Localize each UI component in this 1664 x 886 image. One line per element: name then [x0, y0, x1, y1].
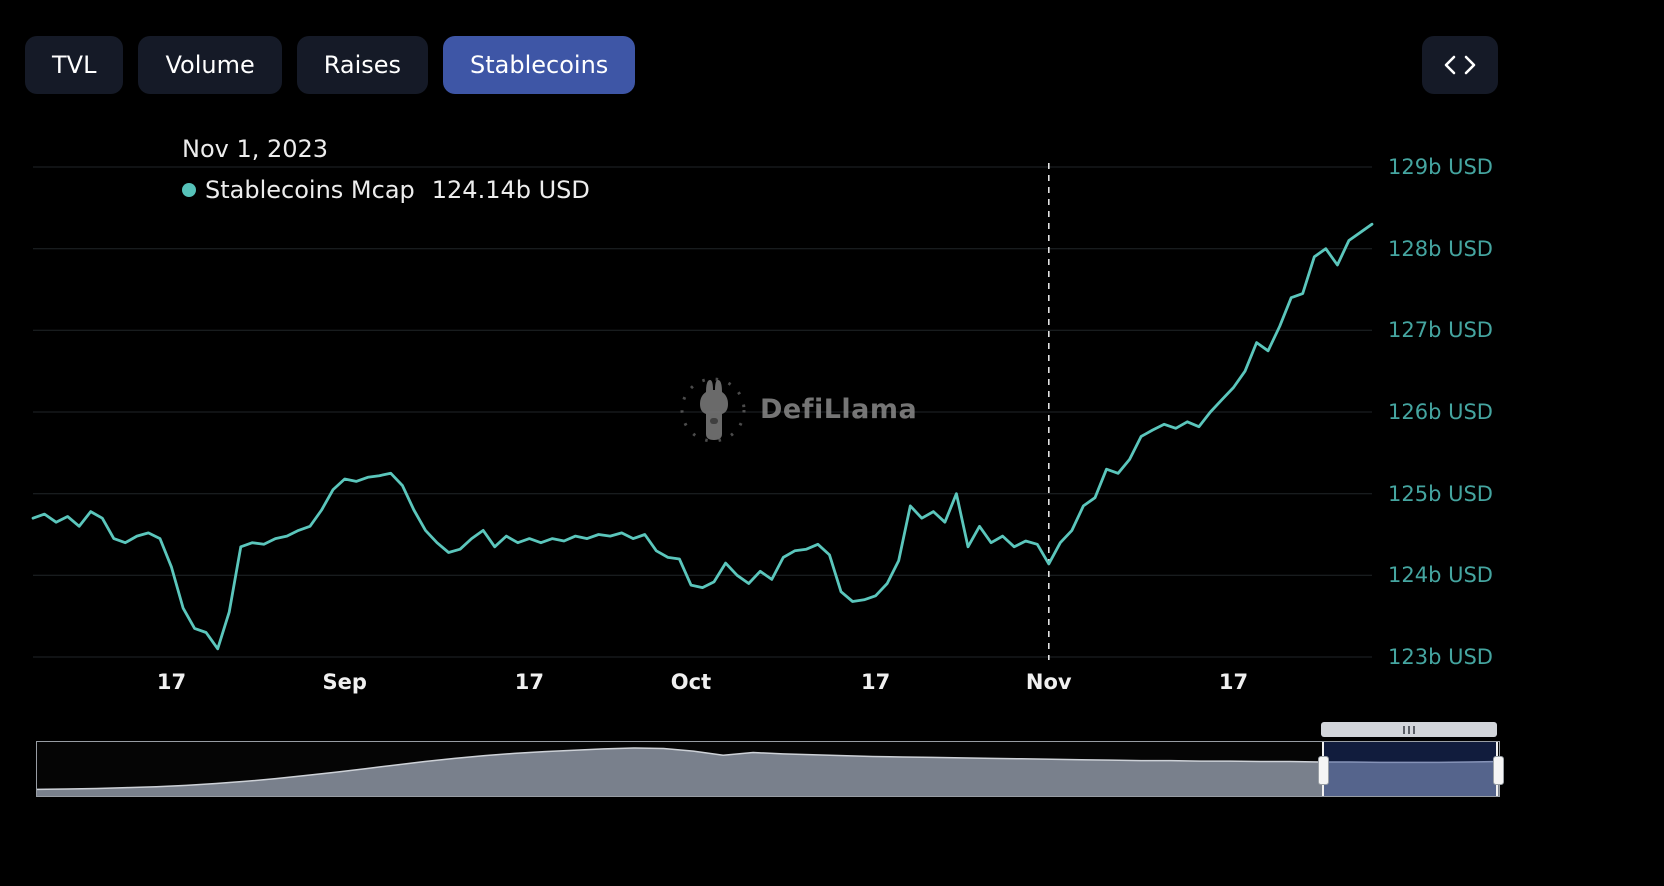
main-chart[interactable]: [0, 0, 1664, 720]
tab-stablecoins[interactable]: Stablecoins: [443, 36, 636, 94]
y-axis-tick: 127b USD: [1388, 318, 1493, 343]
series-value: 124.14b USD: [431, 176, 590, 204]
navigator-handle-right[interactable]: [1493, 756, 1505, 785]
watermark-label: DefiLlama: [760, 393, 918, 425]
y-axis-tick: 129b USD: [1388, 155, 1493, 179]
grip-icon: [1402, 725, 1405, 734]
series-legend-dot: [182, 183, 196, 197]
navigator-move-bar[interactable]: [1321, 722, 1497, 737]
defillama-logo-icon: [680, 372, 746, 446]
x-axis-tick: 17: [1218, 670, 1249, 694]
x-axis-tick: 17: [861, 670, 891, 694]
x-axis-tick: Oct: [670, 670, 712, 694]
y-axis-tick: 126b USD: [1388, 400, 1493, 424]
series-name: Stablecoins Mcap: [205, 176, 415, 204]
x-axis-tick: 17: [514, 670, 544, 694]
x-axis-tick: 17: [156, 670, 187, 694]
x-axis-tick: Nov: [1025, 670, 1072, 694]
watermark: DefiLlama: [680, 372, 917, 446]
chart-tabs: TVL Volume Raises Stablecoins: [25, 36, 636, 94]
y-axis-tick: 124b USD: [1388, 563, 1493, 588]
x-axis-labels: 17 Sep 17 Oct 17 Nov 17: [0, 670, 1400, 700]
code-icon: [1443, 54, 1477, 76]
navigator-selection[interactable]: [1322, 742, 1498, 796]
y-axis-tick: 123b USD: [1388, 645, 1493, 669]
tab-tvl[interactable]: TVL: [25, 36, 124, 94]
y-axis-tick: 125b USD: [1388, 481, 1493, 506]
y-axis-labels: 129b USD 128b USD 127b USD 126b USD 125b USD…: [1388, 0, 1508, 720]
y-axis-tick: 128b USD: [1388, 236, 1493, 261]
navigator-handle-left[interactable]: [1317, 756, 1329, 785]
chart-tooltip: Nov 1, 2023 Stablecoins Mcap 124.14b USD: [182, 135, 590, 204]
tab-raises[interactable]: Raises: [296, 36, 429, 94]
tab-volume[interactable]: Volume: [138, 36, 282, 94]
range-navigator[interactable]: [36, 741, 1505, 797]
embed-code-button[interactable]: [1422, 36, 1498, 94]
navigator-area-chart: [37, 747, 1499, 796]
x-axis-tick: Sep: [322, 670, 367, 694]
grip-icon: [1407, 725, 1410, 734]
grip-icon: [1412, 725, 1415, 734]
tooltip-date: Nov 1, 2023: [182, 135, 329, 163]
